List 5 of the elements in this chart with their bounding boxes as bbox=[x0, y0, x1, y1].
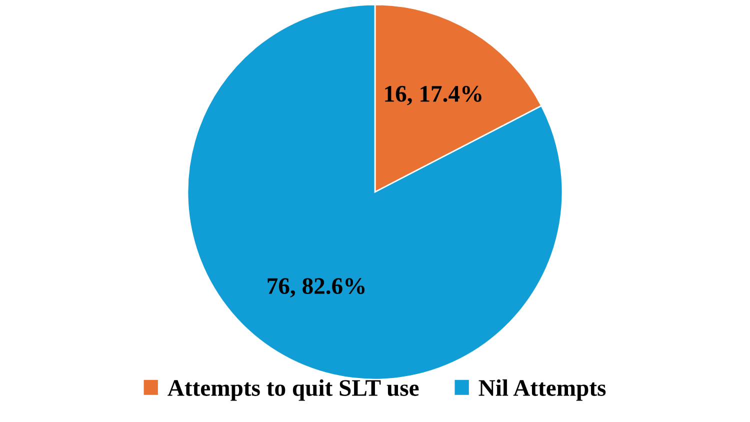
legend-label: Nil Attempts bbox=[478, 379, 606, 401]
legend-label: Attempts to quit SLT use bbox=[168, 379, 419, 401]
data-label: 16, 17.4% bbox=[385, 86, 482, 106]
pie-slice bbox=[186, 4, 564, 380]
data-label: 76, 82.6% bbox=[268, 278, 365, 298]
